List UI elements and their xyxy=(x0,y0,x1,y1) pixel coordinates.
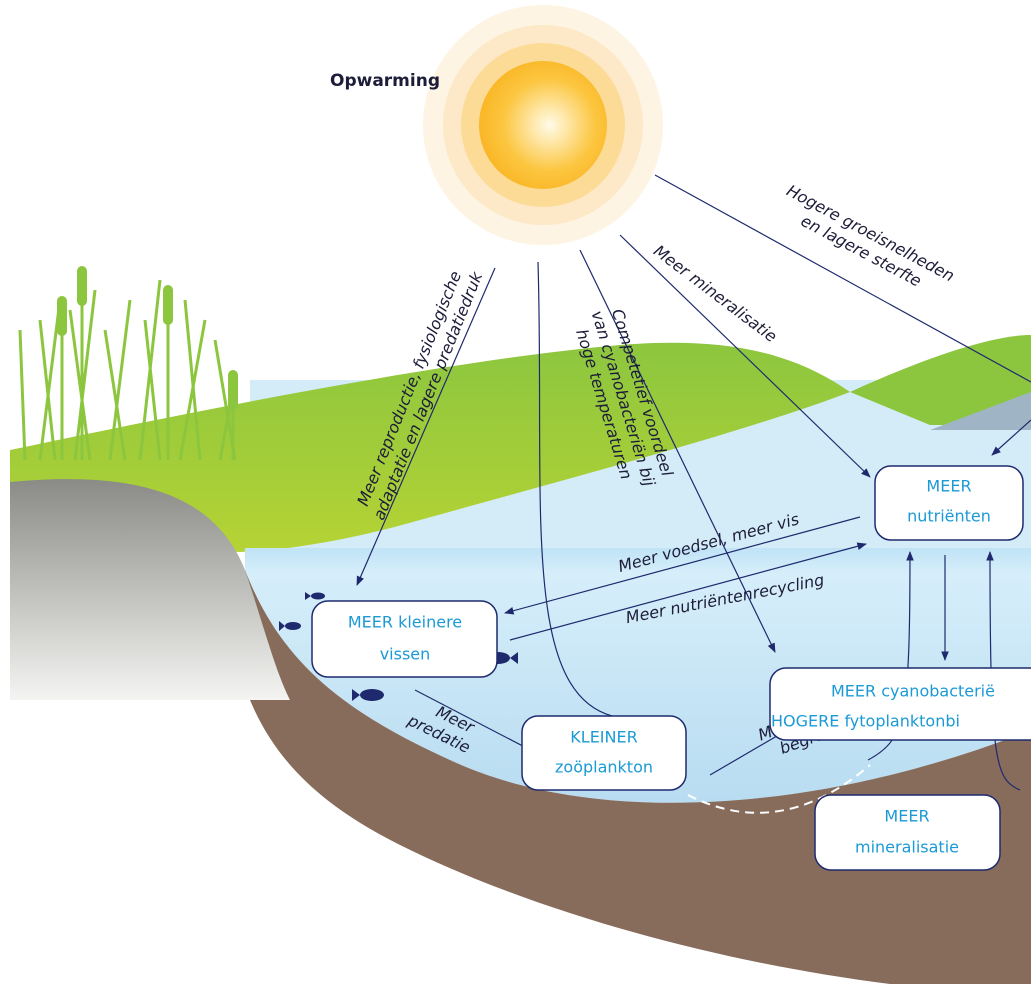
text-line: KLEINER xyxy=(570,728,637,747)
text-line: MEER xyxy=(926,477,971,496)
text-line: MEER kleinere xyxy=(348,613,462,632)
text-line: zoöplankton xyxy=(555,758,653,777)
title: Opwarming xyxy=(330,71,440,91)
box: MEER cyanobacterië HOGERE fytoplanktonbi xyxy=(769,667,1031,741)
sun xyxy=(423,5,663,245)
box: MEER mineralisatie xyxy=(814,794,1001,871)
reeds xyxy=(18,266,238,461)
text-line: mineralisatie xyxy=(855,838,959,857)
text-line: HOGERE fytoplanktonbi xyxy=(771,712,960,731)
arrows xyxy=(356,174,1031,814)
label: Hogere groeisnelhedenen lagere sterfte xyxy=(774,181,957,303)
text-line: nutriënten xyxy=(907,507,991,526)
box: MEER nutriënten xyxy=(874,465,1024,541)
text-line: vissen xyxy=(380,645,431,664)
far-rock xyxy=(930,392,1031,430)
label: Meer mineralisatie xyxy=(650,241,781,346)
text-line: MEER xyxy=(884,807,929,826)
box: KLEINER zoöplankton xyxy=(521,715,687,791)
box: MEER kleinere vissen xyxy=(311,600,498,678)
cliff xyxy=(10,479,290,700)
text-line: Meer mineralisatie xyxy=(650,241,781,346)
hill xyxy=(10,342,850,552)
text-line: MEER cyanobacterië xyxy=(831,682,995,701)
sediment xyxy=(245,570,1031,984)
